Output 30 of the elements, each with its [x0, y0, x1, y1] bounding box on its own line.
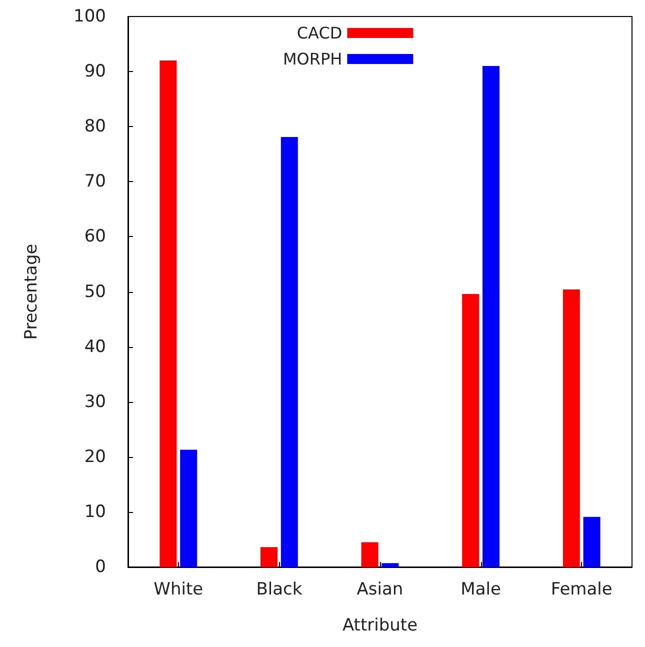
bar — [462, 294, 480, 567]
x-tick-label: Asian — [356, 580, 404, 600]
x-tick-label: Male — [460, 580, 501, 600]
x-tick-label: Black — [256, 580, 302, 600]
x-tick-label: White — [154, 580, 204, 600]
bar — [562, 290, 580, 567]
bar — [583, 516, 600, 567]
y-tick-label: 90 — [84, 62, 106, 82]
bar — [361, 542, 378, 567]
bar — [382, 563, 399, 567]
y-tick-label: 70 — [84, 172, 106, 192]
bar — [160, 60, 177, 567]
x-tick-label: Female — [550, 580, 612, 600]
y-tick-label: 80 — [84, 116, 106, 137]
y-tick-label: 100 — [74, 6, 106, 26]
x-axis-title: Attribute — [342, 616, 418, 636]
y-tick-label: 30 — [84, 392, 106, 412]
y-axis-title: Precentage — [22, 244, 42, 340]
legend-label: MORPH — [282, 50, 342, 68]
bar — [482, 66, 500, 567]
y-tick-label: 20 — [84, 446, 106, 467]
y-tick-label: 0 — [95, 557, 106, 577]
bar — [180, 450, 198, 567]
y-tick-label: 50 — [84, 282, 106, 302]
legend-label: CACD — [296, 24, 342, 42]
y-tick-label: 10 — [84, 502, 106, 522]
bar — [280, 137, 298, 567]
y-tick-label: 40 — [84, 336, 106, 357]
y-tick-label: 60 — [84, 226, 106, 247]
bar — [260, 547, 278, 567]
